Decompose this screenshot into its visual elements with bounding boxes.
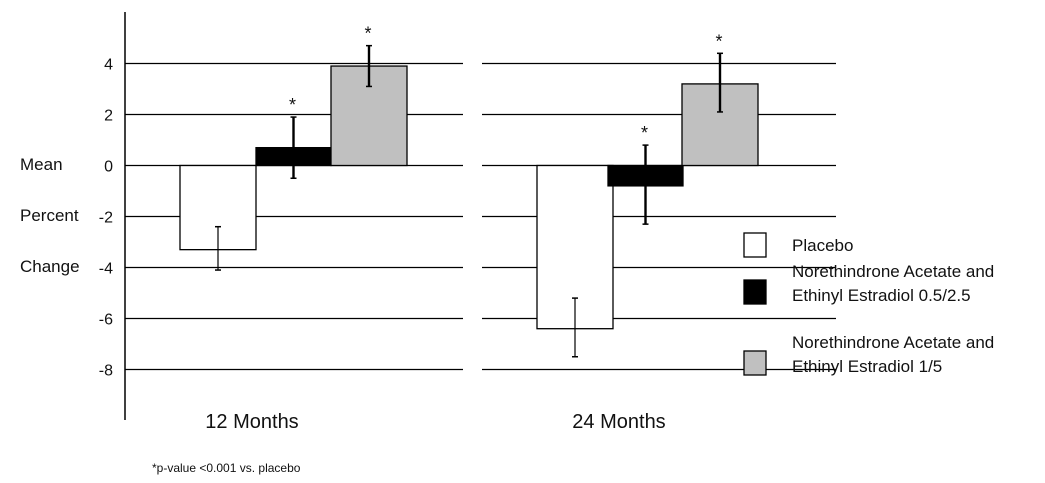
y-tick-label: -6 (99, 312, 113, 329)
legend-label-series2: Ethinyl Estradiol 0.5/2.5 (792, 286, 971, 305)
y-tick-label: -2 (99, 210, 113, 227)
significance-marker: * (641, 123, 648, 143)
y-axis-label-line: Mean (20, 155, 63, 174)
legend-swatch-series3 (743, 350, 767, 376)
y-tick-label: 2 (104, 108, 113, 125)
y-tick-label: 0 (104, 159, 113, 176)
y-tick-label: -8 (99, 363, 113, 380)
y-tick-label: -4 (99, 261, 113, 278)
legend-swatch-series1 (743, 232, 767, 258)
group-label: 24 Months (572, 411, 665, 433)
significance-marker: * (715, 31, 722, 51)
legend-swatch-series2 (743, 279, 767, 305)
legend-label-series3: Ethinyl Estradiol 1/5 (792, 357, 942, 376)
group-label: 12 Months (205, 411, 298, 433)
significance-marker: * (289, 95, 296, 115)
legend-label-series2: Norethindrone Acetate and (792, 262, 994, 281)
legend-label-series1: Placebo (792, 236, 853, 255)
legend-label-series3: Norethindrone Acetate and (792, 333, 994, 352)
y-axis-label-line: Percent (20, 206, 79, 225)
y-axis-label-line: Change (20, 257, 80, 276)
significance-marker: * (364, 24, 371, 44)
footnote: *p-value <0.001 vs. placebo (152, 461, 301, 475)
y-tick-label: 4 (104, 57, 113, 74)
